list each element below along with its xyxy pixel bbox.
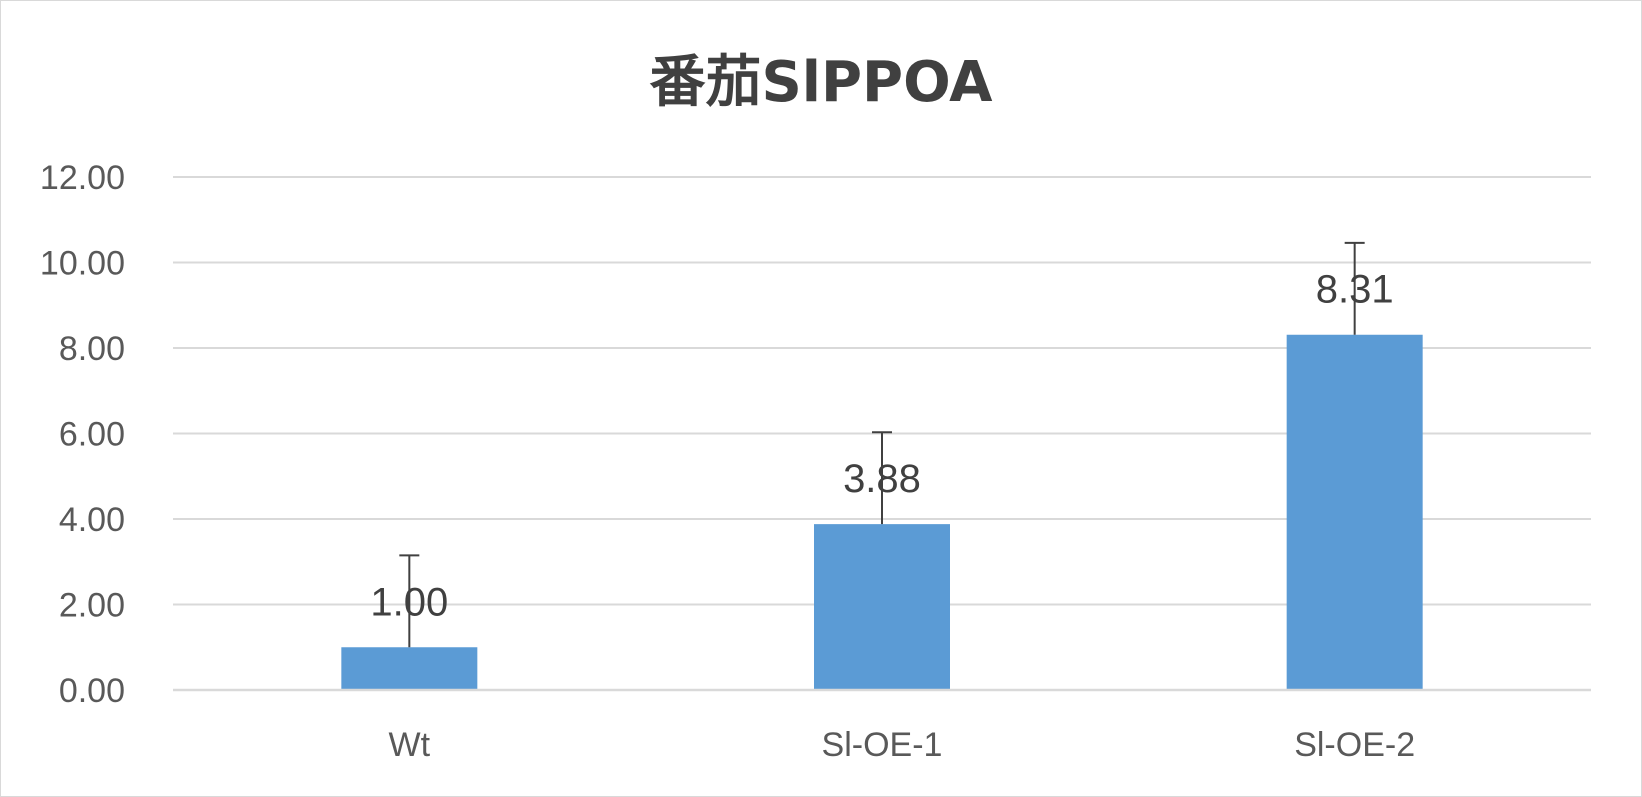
chart-title: 番茄SlPPOA [649, 50, 993, 115]
y-tick-label: 2.00 [59, 587, 125, 625]
y-axis-ticks: 0.00 2.00 4.00 6.00 8.00 10.00 12.00 [40, 159, 125, 710]
x-tick-label: Sl-OE-1 [822, 726, 943, 764]
x-tick-label: Sl-OE-2 [1294, 726, 1415, 764]
y-tick-label: 4.00 [59, 501, 125, 539]
x-tick-label: Wt [389, 726, 431, 764]
x-axis-ticks: Wt Sl-OE-1 Sl-OE-2 [389, 726, 1416, 764]
data-label: 8.31 [1316, 268, 1394, 312]
y-tick-label: 10.00 [40, 245, 125, 283]
error-bars [399, 241, 1365, 648]
data-label: 3.88 [843, 457, 921, 501]
data-labels: 1.00 3.88 8.31 [370, 268, 1393, 625]
bar [814, 524, 950, 690]
y-tick-label: 0.00 [59, 672, 125, 710]
y-tick-label: 8.00 [59, 330, 125, 368]
data-label: 1.00 [370, 580, 448, 624]
y-tick-label: 12.00 [40, 159, 125, 197]
bars [341, 334, 1423, 690]
y-tick-label: 6.00 [59, 416, 125, 454]
bar [341, 647, 478, 690]
bar [1286, 334, 1423, 690]
